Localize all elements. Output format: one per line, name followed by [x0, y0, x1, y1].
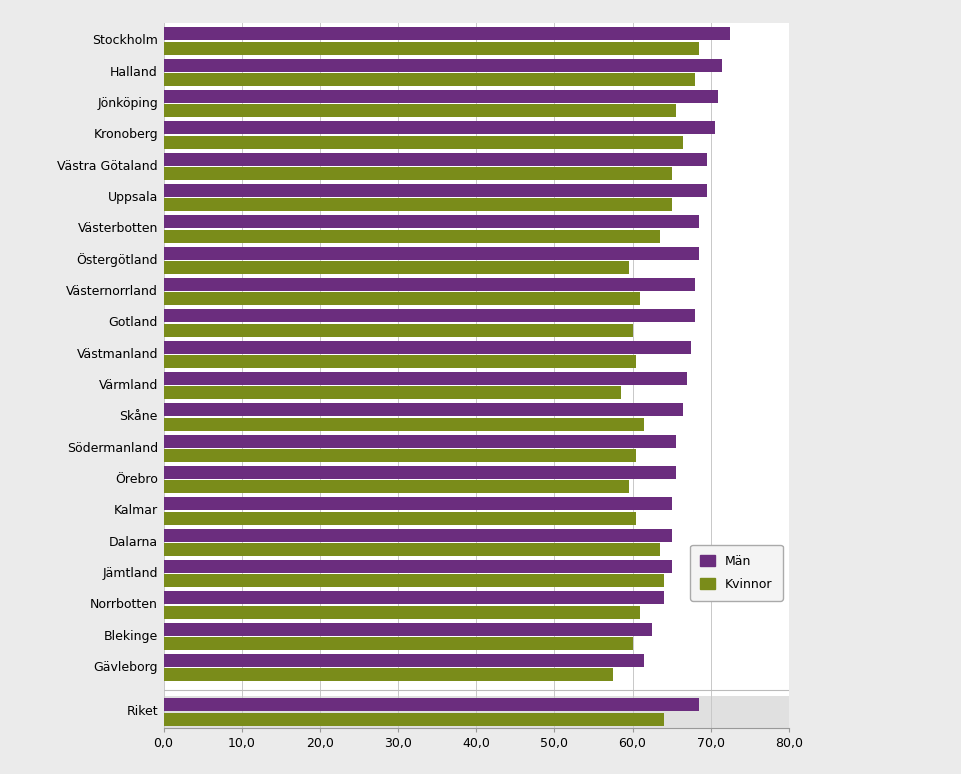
- Bar: [163, 512, 636, 525]
- Bar: [163, 73, 694, 86]
- Bar: [163, 605, 640, 618]
- Bar: [163, 198, 671, 211]
- Bar: [163, 466, 675, 479]
- Bar: [163, 247, 699, 259]
- Bar: [163, 637, 631, 650]
- Bar: [163, 42, 699, 54]
- Bar: [163, 167, 671, 180]
- Legend: Män, Kvinnor: Män, Kvinnor: [689, 545, 782, 601]
- Bar: [163, 278, 694, 291]
- Bar: [163, 90, 718, 103]
- Bar: [163, 184, 706, 197]
- Bar: [163, 418, 644, 430]
- Bar: [163, 591, 663, 604]
- Bar: [163, 104, 675, 117]
- Bar: [163, 435, 675, 447]
- Bar: [163, 386, 620, 399]
- Bar: [163, 293, 640, 305]
- Bar: [163, 560, 671, 573]
- Bar: [163, 135, 682, 149]
- Bar: [163, 498, 671, 510]
- Bar: [163, 310, 694, 322]
- Bar: [163, 324, 631, 337]
- Bar: [163, 697, 788, 728]
- Bar: [163, 355, 636, 368]
- Bar: [163, 622, 652, 635]
- Bar: [163, 713, 663, 725]
- Bar: [163, 152, 706, 166]
- Bar: [163, 449, 636, 462]
- Bar: [163, 698, 699, 711]
- Bar: [163, 215, 699, 228]
- Bar: [163, 668, 612, 681]
- Bar: [163, 59, 722, 71]
- Bar: [163, 543, 659, 556]
- Bar: [163, 481, 628, 493]
- Bar: [163, 403, 682, 416]
- Bar: [163, 654, 644, 667]
- Bar: [163, 372, 686, 385]
- Bar: [163, 574, 663, 587]
- Bar: [163, 261, 628, 274]
- Bar: [163, 122, 714, 134]
- Bar: [163, 529, 671, 542]
- Bar: [163, 230, 659, 242]
- Bar: [163, 27, 729, 40]
- Bar: [163, 341, 690, 354]
